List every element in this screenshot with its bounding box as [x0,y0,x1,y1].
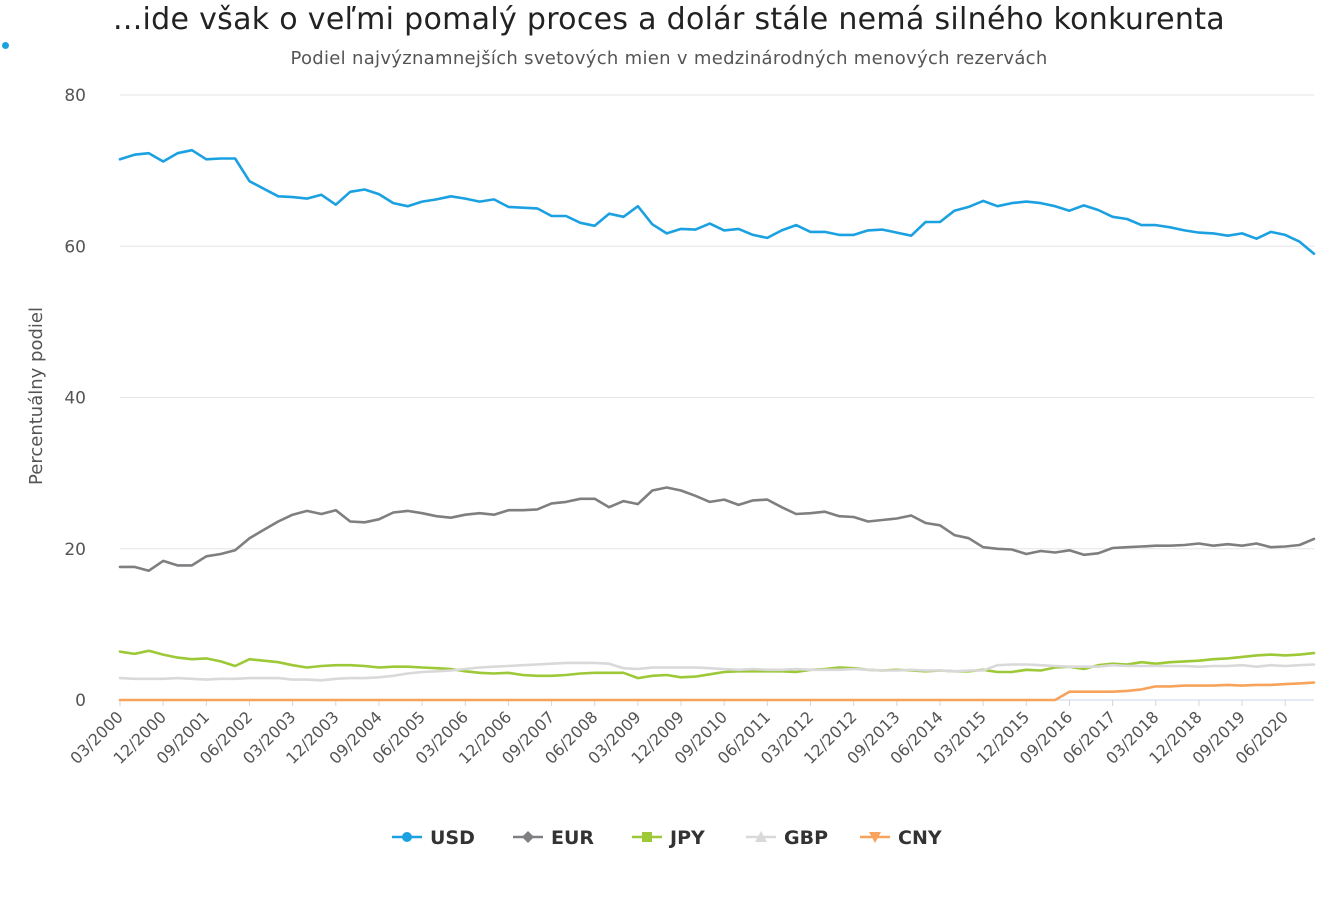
legend-item-usd[interactable]: USD [392,827,475,849]
legend-item-gbp[interactable]: GBP [746,827,828,849]
series-line-cny[interactable] [118,681,1316,702]
y-tick-label: 80 [64,86,86,106]
legend-marker-triangle-icon [755,831,767,842]
series-lines [118,148,1316,702]
y-tick-label: 0 [75,691,86,711]
chart-subtitle: Podiel najvýznamnejších svetových mien v… [290,48,1048,69]
series-line-jpy[interactable] [118,649,1316,680]
legend-label: USD [430,827,475,849]
series-line-eur[interactable] [118,486,1316,572]
legend-marker-diamond-icon [522,831,534,843]
y-tick-label: 20 [64,540,86,560]
y-tick-label: 60 [64,237,86,257]
legend-label: JPY [668,827,705,849]
corner-marker-icon [2,42,9,49]
legend-marker-square-icon [642,832,652,842]
series-line-gbp[interactable] [118,661,1316,682]
x-axis-ticks: 03/200012/200009/200106/200203/200312/20… [66,700,1292,768]
legend-item-cny[interactable]: CNY [860,827,942,849]
grid-lines [120,94,1314,701]
legend: USD EUR JPY GBP CNY [392,827,942,849]
legend-label: EUR [551,827,594,849]
series-line-usd[interactable] [118,148,1316,256]
legend-item-eur[interactable]: EUR [513,827,594,849]
legend-item-jpy[interactable]: JPY [632,827,705,849]
y-axis-ticks: 0 20 40 60 80 [64,86,86,711]
y-tick-label: 40 [64,389,86,409]
chart-title: ...ide však o veľmi pomalý proces a dolá… [113,2,1225,37]
y-axis-label: Percentuálny podiel [26,307,47,485]
legend-marker-triangle-down-icon [869,832,881,843]
legend-marker-circle-icon [402,832,412,842]
legend-label: GBP [784,827,828,849]
legend-label: CNY [898,827,942,849]
